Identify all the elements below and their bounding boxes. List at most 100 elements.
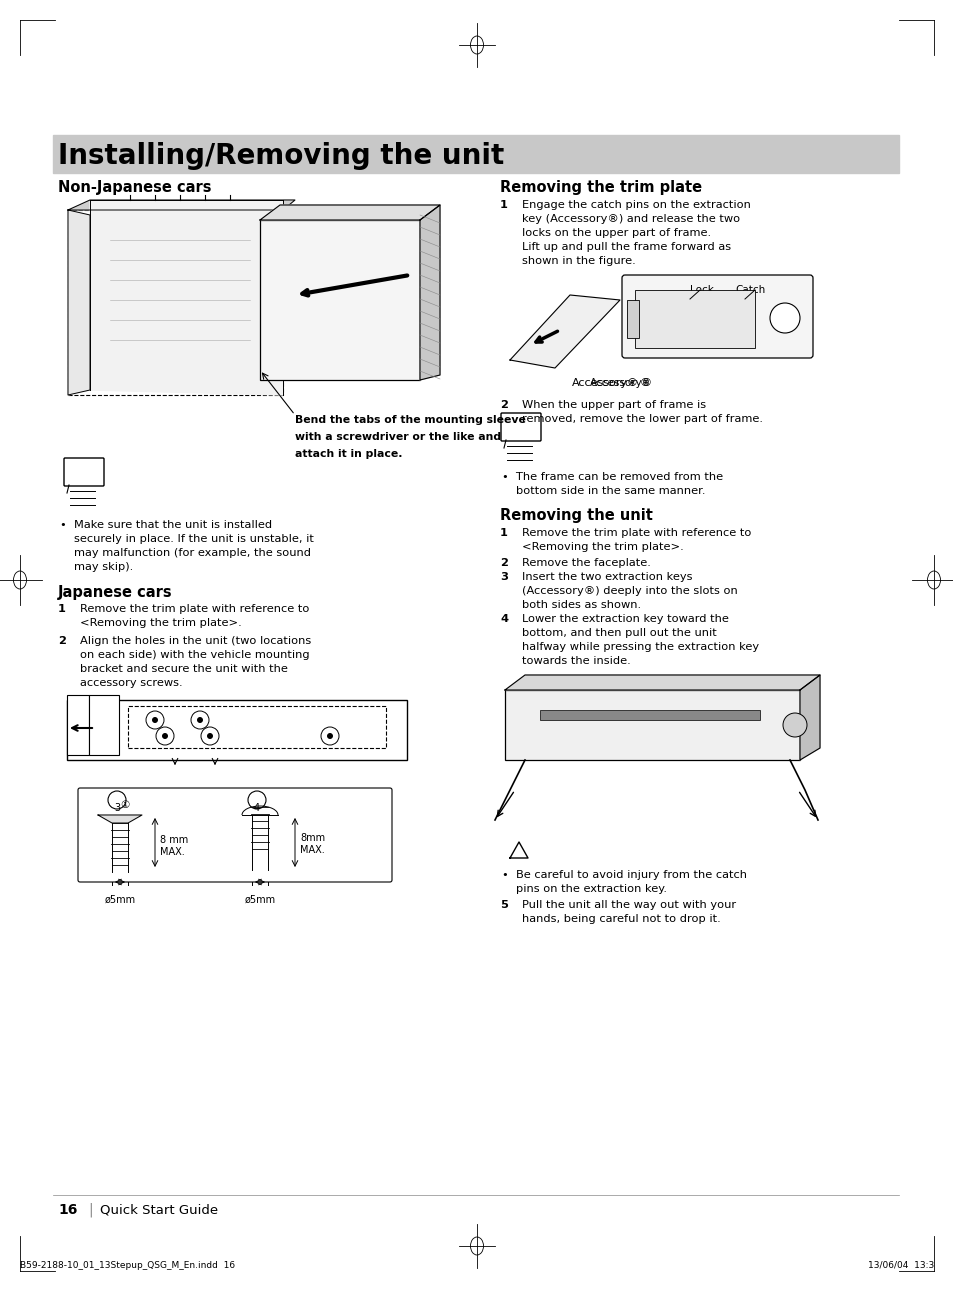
Polygon shape xyxy=(510,296,619,368)
Text: B59-2188-10_01_13Stepup_QSG_M_En.indd  16: B59-2188-10_01_13Stepup_QSG_M_En.indd 16 xyxy=(20,1260,234,1269)
Text: 8 mm: 8 mm xyxy=(160,835,188,846)
Text: bottom side in the same manner.: bottom side in the same manner. xyxy=(516,485,705,496)
Text: accessory screws.: accessory screws. xyxy=(80,678,182,688)
Text: pins on the extraction key.: pins on the extraction key. xyxy=(516,884,666,893)
Text: •  Be careful to avoid injury from the catch: • Be careful to avoid injury from the ca… xyxy=(501,870,746,880)
Bar xyxy=(626,300,639,338)
Text: 4: 4 xyxy=(253,803,260,813)
Bar xyxy=(53,136,898,173)
Text: towards the inside.: towards the inside. xyxy=(521,656,630,666)
Text: MAX.: MAX. xyxy=(299,846,324,855)
Circle shape xyxy=(327,733,333,738)
Bar xyxy=(89,695,119,755)
Text: 16: 16 xyxy=(58,1203,77,1217)
Text: !: ! xyxy=(516,848,520,859)
Circle shape xyxy=(162,733,168,738)
Text: shown in the figure.: shown in the figure. xyxy=(521,256,635,266)
Text: attach it in place.: attach it in place. xyxy=(294,449,402,460)
Text: Lower the extraction key toward the: Lower the extraction key toward the xyxy=(521,615,728,624)
Text: ø5mm: ø5mm xyxy=(105,895,136,905)
Polygon shape xyxy=(260,205,439,219)
Text: Pull the unit all the way out with your: Pull the unit all the way out with your xyxy=(521,900,736,910)
Text: MAX.: MAX. xyxy=(160,847,185,857)
Circle shape xyxy=(207,733,213,738)
Polygon shape xyxy=(98,815,142,822)
Text: 3: 3 xyxy=(499,572,507,582)
Text: Engage the catch pins on the extraction: Engage the catch pins on the extraction xyxy=(521,200,750,210)
Bar xyxy=(68,210,283,395)
Text: Accessory®: Accessory® xyxy=(589,378,652,389)
Text: 5: 5 xyxy=(499,900,507,910)
Text: 2: 2 xyxy=(499,400,507,411)
Text: Removing the unit: Removing the unit xyxy=(499,507,652,523)
Polygon shape xyxy=(510,842,527,859)
Text: ①: ① xyxy=(120,800,129,809)
Polygon shape xyxy=(419,205,439,380)
Text: 3: 3 xyxy=(113,803,120,813)
Text: bracket and secure the unit with the: bracket and secure the unit with the xyxy=(80,664,288,674)
Circle shape xyxy=(769,303,800,333)
Bar xyxy=(128,706,386,747)
Text: Accessory®: Accessory® xyxy=(659,676,726,686)
Text: 2: 2 xyxy=(499,558,507,568)
Text: Insert the two extraction keys: Insert the two extraction keys xyxy=(521,572,692,582)
Text: ø5mm: ø5mm xyxy=(245,895,275,905)
Text: <Removing the trim plate>.: <Removing the trim plate>. xyxy=(521,542,683,553)
Polygon shape xyxy=(90,200,283,395)
Text: with a screwdriver or the like and: with a screwdriver or the like and xyxy=(294,432,500,442)
Bar xyxy=(260,219,419,380)
Text: removed, remove the lower part of frame.: removed, remove the lower part of frame. xyxy=(521,414,762,423)
Text: Japanese cars: Japanese cars xyxy=(58,585,172,600)
Text: Remove the trim plate with reference to: Remove the trim plate with reference to xyxy=(80,604,309,615)
Bar xyxy=(67,695,89,755)
Text: may malfunction (for example, the sound: may malfunction (for example, the sound xyxy=(74,547,311,558)
Text: (Accessory®) deeply into the slots on: (Accessory®) deeply into the slots on xyxy=(521,586,737,596)
Text: on each side) with the vehicle mounting: on each side) with the vehicle mounting xyxy=(80,649,310,660)
Text: 2: 2 xyxy=(58,636,66,646)
Text: Lift up and pull the frame forward as: Lift up and pull the frame forward as xyxy=(521,241,730,252)
Text: may skip).: may skip). xyxy=(74,562,133,572)
Text: 13/06/04  13:3: 13/06/04 13:3 xyxy=(867,1260,933,1269)
Text: Align the holes in the unit (two locations: Align the holes in the unit (two locatio… xyxy=(80,636,311,646)
Polygon shape xyxy=(68,210,90,395)
Text: •  The frame can be removed from the: • The frame can be removed from the xyxy=(501,473,722,482)
Text: Accessory®: Accessory® xyxy=(572,378,639,389)
Text: bottom, and then pull out the unit: bottom, and then pull out the unit xyxy=(521,627,716,638)
Text: Catch: Catch xyxy=(734,285,764,296)
Text: locks on the upper part of frame.: locks on the upper part of frame. xyxy=(521,229,710,238)
Text: Bend the tabs of the mounting sleeve: Bend the tabs of the mounting sleeve xyxy=(294,414,525,425)
Text: <Removing the trim plate>.: <Removing the trim plate>. xyxy=(80,618,241,627)
Text: Installing/Removing the unit: Installing/Removing the unit xyxy=(58,142,504,170)
Bar xyxy=(539,710,760,720)
Text: 4: 4 xyxy=(499,615,507,624)
Circle shape xyxy=(782,713,806,737)
Text: halfway while pressing the extraction key: halfway while pressing the extraction ke… xyxy=(521,642,759,652)
Text: 1: 1 xyxy=(499,528,507,538)
Text: securely in place. If the unit is unstable, it: securely in place. If the unit is unstab… xyxy=(74,534,314,544)
Text: Remove the faceplate.: Remove the faceplate. xyxy=(521,558,650,568)
Text: key (Accessory®) and release the two: key (Accessory®) and release the two xyxy=(521,214,740,225)
Bar xyxy=(635,290,754,349)
Text: |: | xyxy=(88,1203,92,1217)
FancyBboxPatch shape xyxy=(621,275,812,358)
Polygon shape xyxy=(800,675,820,760)
Circle shape xyxy=(152,717,158,723)
FancyBboxPatch shape xyxy=(78,788,392,882)
Text: 1: 1 xyxy=(58,604,66,615)
Polygon shape xyxy=(68,200,294,210)
Text: Quick Start Guide: Quick Start Guide xyxy=(100,1203,218,1216)
Polygon shape xyxy=(504,675,820,689)
Text: 1: 1 xyxy=(499,200,507,210)
Text: hands, being careful not to drop it.: hands, being careful not to drop it. xyxy=(521,914,720,924)
Text: Removing the trim plate: Removing the trim plate xyxy=(499,179,701,195)
Text: Lock: Lock xyxy=(689,285,713,296)
Text: Remove the trim plate with reference to: Remove the trim plate with reference to xyxy=(521,528,751,538)
Text: •  Make sure that the unit is installed: • Make sure that the unit is installed xyxy=(60,520,272,531)
Bar xyxy=(67,700,407,760)
Circle shape xyxy=(196,717,203,723)
Bar xyxy=(504,689,800,760)
Text: When the upper part of frame is: When the upper part of frame is xyxy=(521,400,705,411)
Text: 8mm: 8mm xyxy=(299,833,325,843)
Text: ®: ® xyxy=(639,378,650,389)
Text: both sides as shown.: both sides as shown. xyxy=(521,600,640,611)
